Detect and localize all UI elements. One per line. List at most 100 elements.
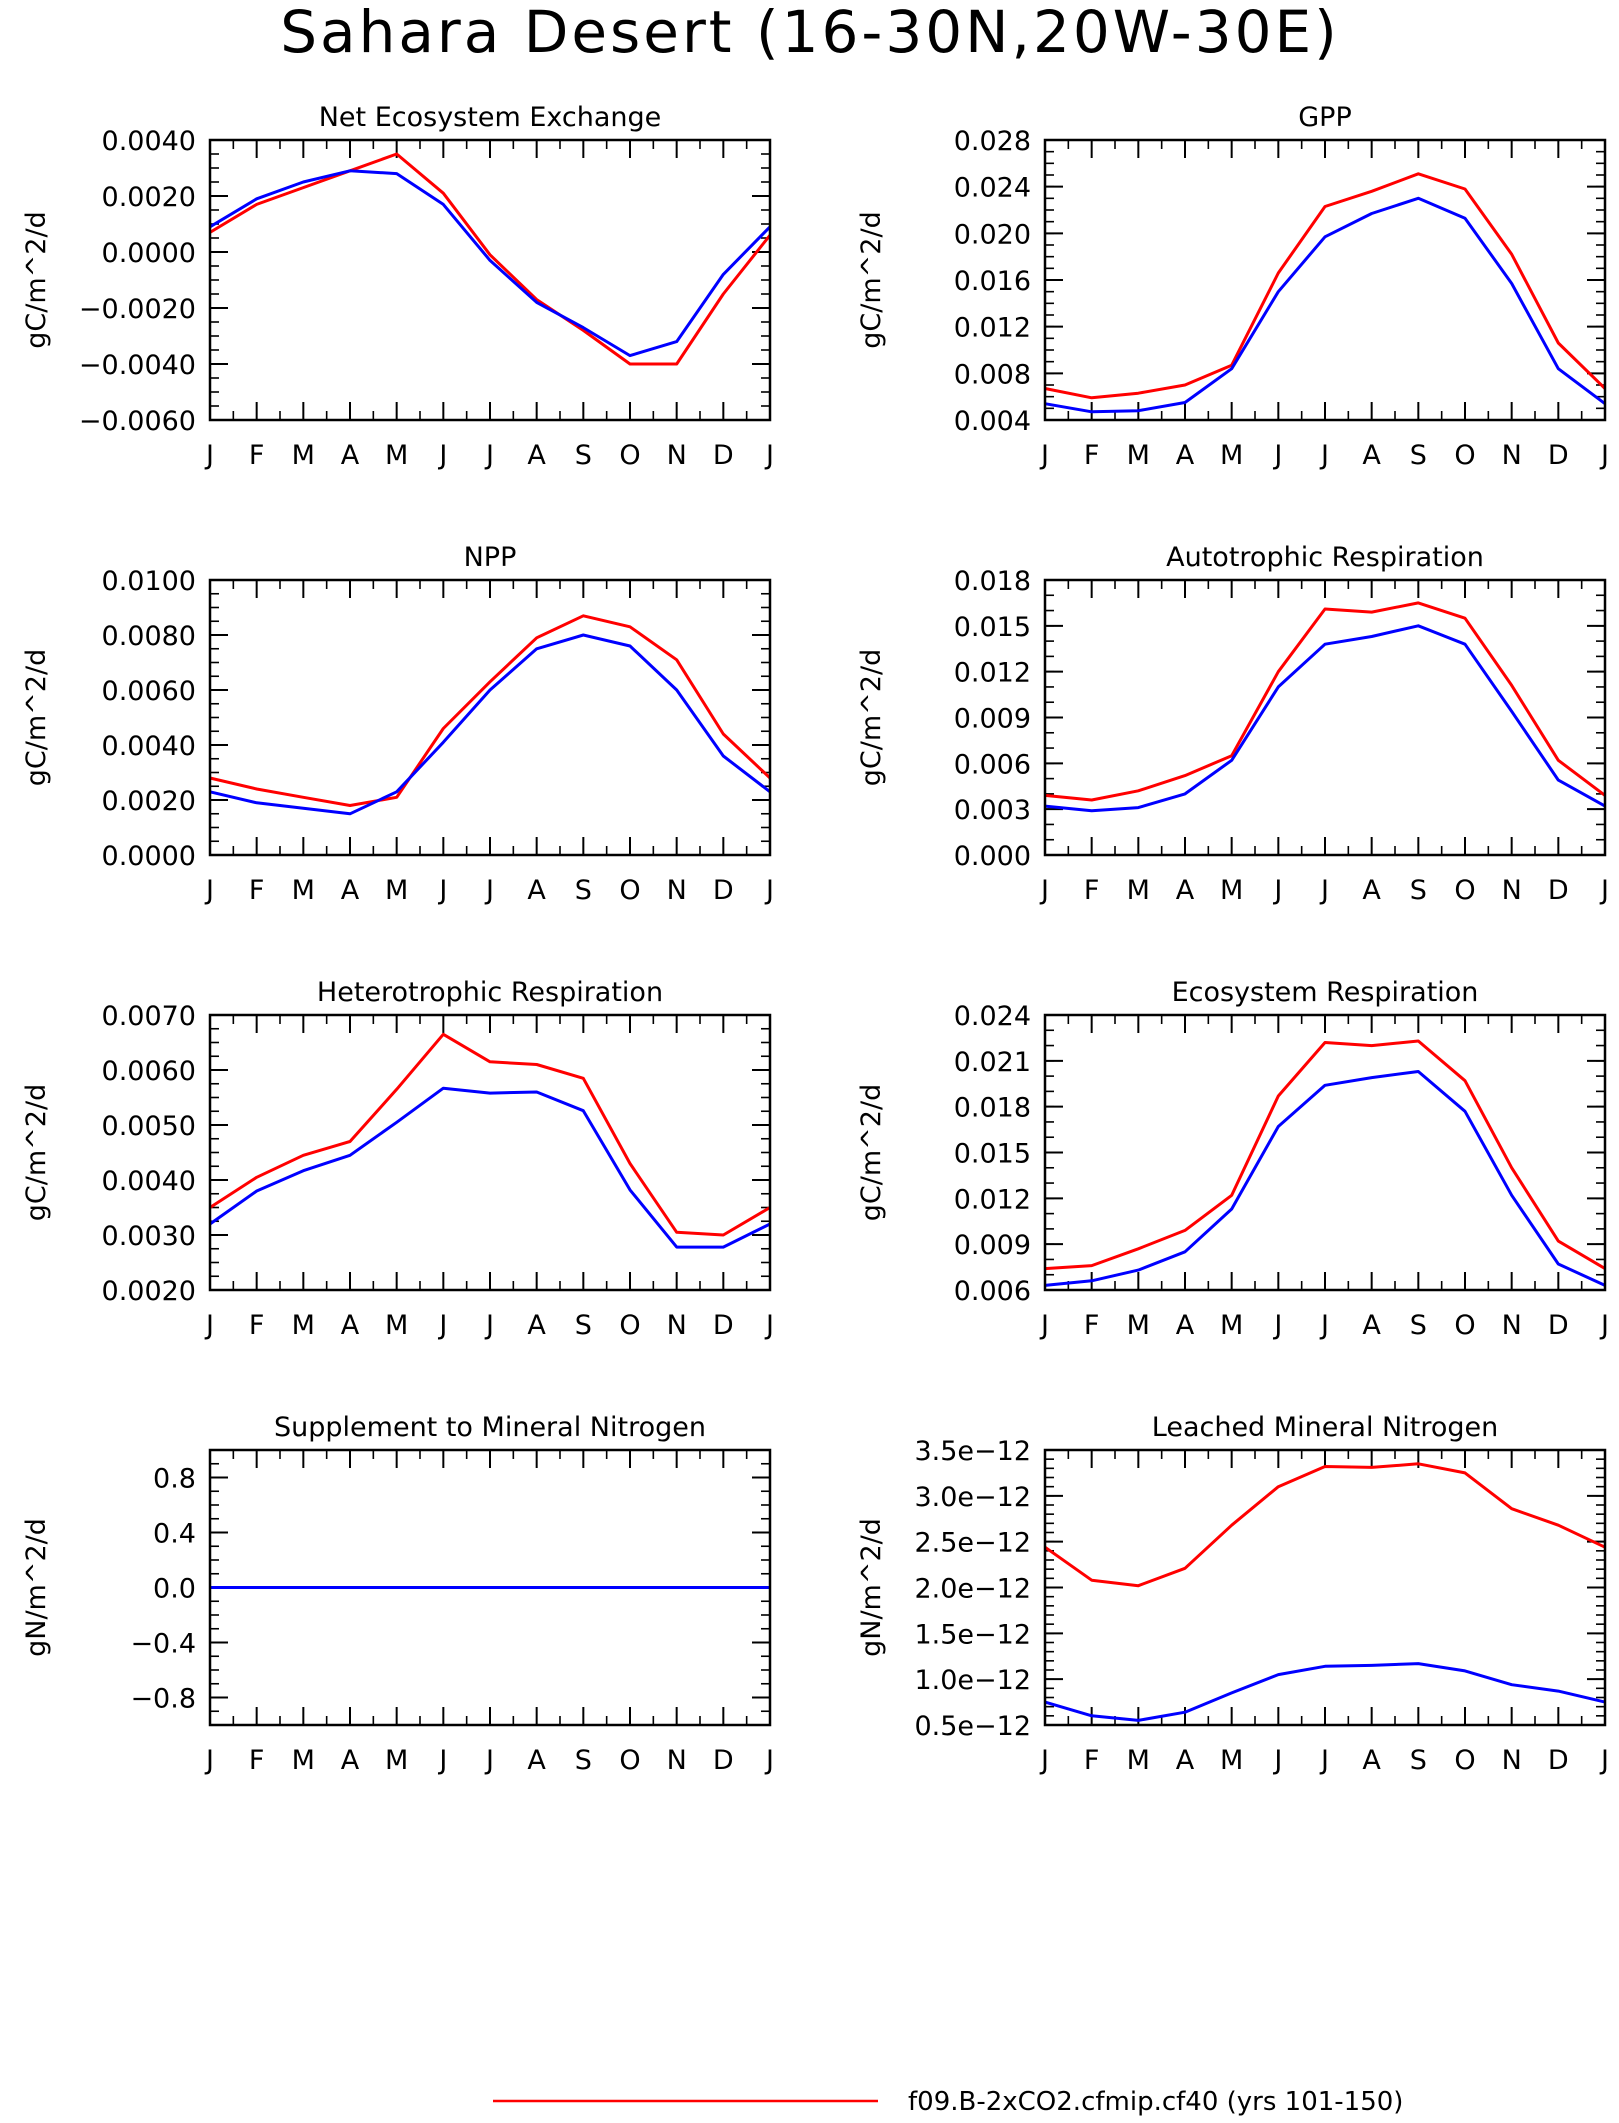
x-tick-label: N bbox=[1502, 440, 1522, 471]
x-tick-label: A bbox=[1362, 1745, 1381, 1776]
x-tick-label: M bbox=[385, 1745, 408, 1776]
y-tick-label: 0.0000 bbox=[102, 841, 196, 872]
y-tick-label: 3.0e−12 bbox=[914, 1482, 1031, 1513]
x-tick-label: D bbox=[1548, 1745, 1569, 1776]
y-tick-label: 0.0 bbox=[153, 1574, 196, 1605]
y-tick-label: −0.4 bbox=[130, 1629, 196, 1660]
x-tick-label: J bbox=[1319, 875, 1329, 906]
chart-title: Heterotrophic Respiration bbox=[317, 977, 663, 1008]
x-tick-label: J bbox=[1319, 1745, 1329, 1776]
x-tick-label: A bbox=[341, 1310, 360, 1341]
y-tick-label: 0.015 bbox=[954, 1139, 1031, 1170]
x-tick-label: O bbox=[1454, 1745, 1475, 1776]
x-tick-label: S bbox=[1410, 1310, 1427, 1341]
x-tick-label: J bbox=[437, 1310, 447, 1341]
x-tick-label: J bbox=[204, 440, 214, 471]
y-axis-label: gC/m^2/d bbox=[21, 1084, 52, 1221]
y-tick-label: 0.0040 bbox=[102, 126, 196, 157]
y-tick-label: 0.0060 bbox=[102, 1056, 196, 1087]
x-tick-label: M bbox=[292, 440, 315, 471]
y-axis-label: gN/m^2/d bbox=[21, 1518, 52, 1657]
y-tick-label: 3.5e−12 bbox=[914, 1436, 1031, 1467]
page-title: Sahara Desert (16-30N,20W-30E) bbox=[280, 0, 1340, 66]
y-tick-label: 0.0050 bbox=[102, 1111, 196, 1142]
series-line-control bbox=[1044, 624, 1606, 813]
x-tick-label: J bbox=[1272, 1310, 1282, 1341]
x-tick-label: S bbox=[1410, 875, 1427, 906]
plot-frame bbox=[1043, 578, 1607, 857]
x-tick-label: O bbox=[619, 1745, 640, 1776]
x-tick-label: J bbox=[1039, 1745, 1049, 1776]
chart-title: Supplement to Mineral Nitrogen bbox=[274, 1412, 706, 1443]
x-tick-label: N bbox=[1502, 1745, 1522, 1776]
legend-case-label: f09.B-2xCO2.cfmip.cf40 (yrs 101-150) bbox=[908, 2087, 1403, 2117]
x-tick-label: J bbox=[764, 1310, 774, 1341]
x-tick-label: J bbox=[204, 875, 214, 906]
x-tick-label: N bbox=[667, 440, 687, 471]
x-tick-label: S bbox=[575, 1310, 592, 1341]
x-tick-label: M bbox=[385, 875, 408, 906]
x-tick-label: J bbox=[484, 440, 494, 471]
x-tick-label: M bbox=[1127, 875, 1150, 906]
plot-frame bbox=[1043, 138, 1607, 422]
x-tick-label: F bbox=[249, 1310, 265, 1341]
x-tick-label: J bbox=[1272, 1745, 1282, 1776]
y-tick-label: 0.0040 bbox=[102, 1166, 196, 1197]
y-tick-label: 0.012 bbox=[954, 1184, 1031, 1215]
x-tick-label: J bbox=[1039, 440, 1049, 471]
x-tick-label: D bbox=[1548, 875, 1569, 906]
x-tick-label: N bbox=[667, 875, 687, 906]
x-tick-label: D bbox=[1548, 440, 1569, 471]
x-tick-label: O bbox=[619, 1310, 640, 1341]
x-tick-label: M bbox=[1127, 1310, 1150, 1341]
y-tick-label: 0.003 bbox=[954, 795, 1031, 826]
series-line-case bbox=[209, 152, 772, 366]
x-tick-label: D bbox=[713, 1745, 734, 1776]
y-tick-label: 0.009 bbox=[954, 704, 1031, 735]
series-line-control bbox=[1044, 1070, 1606, 1287]
x-tick-label: N bbox=[1502, 875, 1522, 906]
y-tick-label: 0.024 bbox=[954, 173, 1031, 204]
chart-title: Ecosystem Respiration bbox=[1172, 977, 1479, 1008]
x-tick-label: F bbox=[1084, 1745, 1100, 1776]
x-tick-label: F bbox=[249, 875, 265, 906]
x-tick-label: A bbox=[1362, 440, 1381, 471]
legend: f09.B-2xCO2.cfmip.cf40 (yrs 101-150) bbox=[493, 2087, 1403, 2117]
y-tick-label: 0.0020 bbox=[102, 1276, 196, 1307]
x-tick-label: A bbox=[1176, 1745, 1195, 1776]
chart-panel-heterotrophic-respiration: Heterotrophic Respiration gC/m^2/d 0.0070 0… bbox=[21, 977, 774, 1341]
y-tick-label: 0.5e−12 bbox=[914, 1711, 1031, 1742]
x-tick-label: M bbox=[1220, 1745, 1243, 1776]
y-tick-label: 0.000 bbox=[954, 841, 1031, 872]
plot-frame bbox=[208, 578, 772, 857]
x-tick-label: J bbox=[484, 1745, 494, 1776]
x-tick-label: A bbox=[527, 875, 546, 906]
chart-panel-autotrophic-respiration: Autotrophic Respiration gC/m^2/d 0.018 0.01… bbox=[856, 542, 1609, 906]
y-tick-label: 0.015 bbox=[954, 612, 1031, 643]
plot-frame bbox=[1043, 1013, 1607, 1292]
x-tick-label: M bbox=[1127, 440, 1150, 471]
y-tick-label: 0.016 bbox=[954, 266, 1031, 297]
chart-title: GPP bbox=[1298, 102, 1352, 133]
y-tick-label: 1.5e−12 bbox=[914, 1619, 1031, 1650]
chart-title: Net Ecosystem Exchange bbox=[319, 102, 662, 133]
x-tick-label: D bbox=[713, 440, 734, 471]
series-line-control bbox=[1044, 1662, 1606, 1722]
y-tick-label: 0.0070 bbox=[102, 1001, 196, 1032]
series-line-case bbox=[209, 1032, 771, 1237]
x-tick-label: S bbox=[575, 1745, 592, 1776]
x-tick-label: N bbox=[667, 1745, 687, 1776]
series-line-case bbox=[1044, 1039, 1606, 1271]
x-tick-label: F bbox=[249, 440, 265, 471]
y-tick-label: 0.020 bbox=[954, 219, 1031, 250]
x-tick-label: J bbox=[437, 440, 447, 471]
x-tick-label: A bbox=[527, 440, 546, 471]
y-axis-label: gC/m^2/d bbox=[21, 211, 52, 348]
y-tick-label: 0.0000 bbox=[102, 238, 196, 269]
x-tick-label: J bbox=[1599, 1745, 1609, 1776]
chart-panel-net-ecosystem-exchange: Net Ecosystem Exchange gC/m^2/d 0.0040 0.00… bbox=[21, 102, 774, 471]
y-tick-label: 0.0040 bbox=[102, 731, 196, 762]
x-tick-label: J bbox=[1599, 1310, 1609, 1341]
series-line-case bbox=[209, 614, 772, 807]
